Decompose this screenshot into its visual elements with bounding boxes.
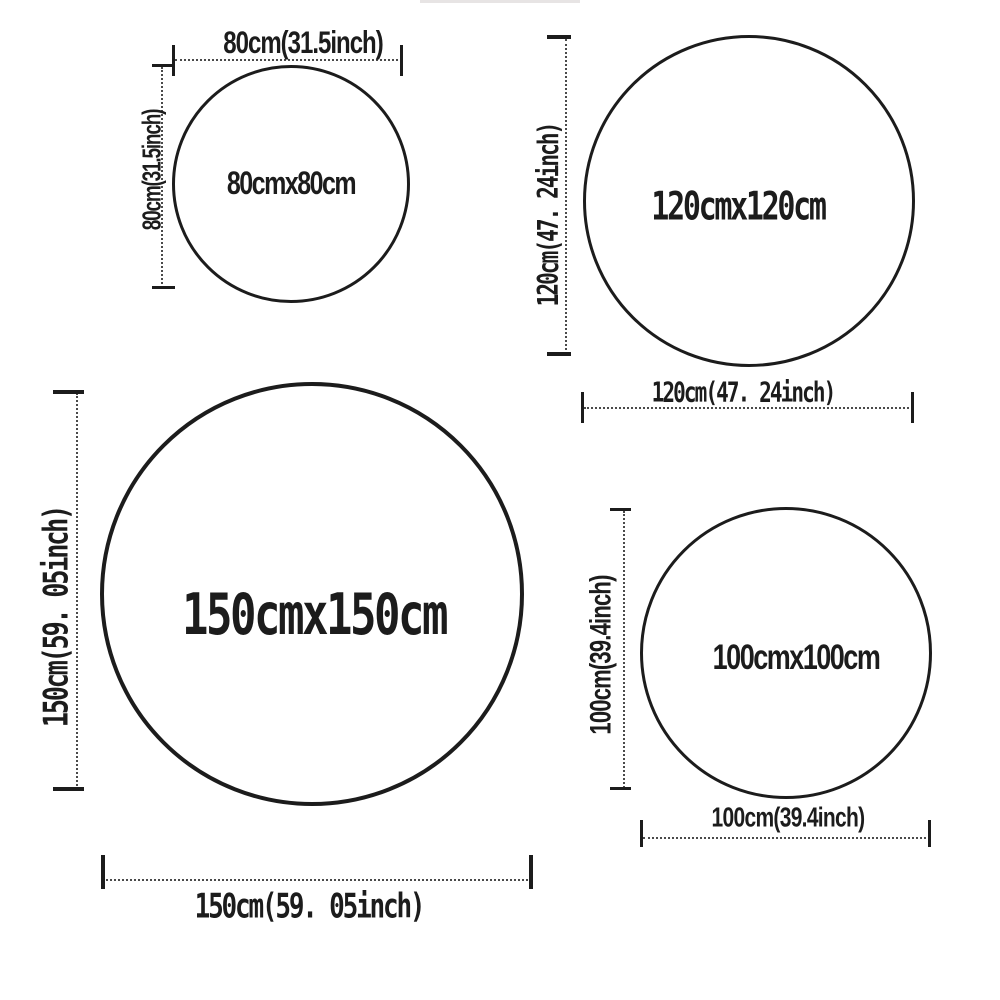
height-dimension-tick-top-80cm: [152, 64, 175, 67]
width-dimension-line-80cm: [175, 59, 402, 61]
height-dimension-tick-top-100cm: [610, 508, 631, 511]
height-dimension-line-150cm: [76, 393, 78, 789]
height-dimension-label-100cm: 100cm(39.4inch): [583, 575, 618, 735]
width-dimension-line-100cm: [643, 837, 930, 839]
height-dimension-label-80cm: 80cm(31.5inch): [138, 109, 168, 231]
height-dimension-tick-bottom-120cm: [547, 352, 571, 356]
width-dimension-tick-right-80cm: [400, 45, 403, 76]
width-dimension-label-80cm: 80cm(31.5inch): [223, 25, 383, 61]
height-dimension-tick-bottom-150cm: [53, 787, 84, 791]
height-dimension-label-120cm: 120cm(47. 24inch): [532, 123, 565, 307]
rug-size-label-80cm: 80cmx80cm: [226, 165, 357, 202]
width-dimension-line-120cm: [584, 407, 913, 409]
height-dimension-label-150cm: 150cm(59. 05inch): [36, 506, 76, 728]
height-dimension-tick-top-120cm: [547, 35, 571, 39]
width-dimension-label-150cm: 150cm(59. 05inch): [194, 887, 426, 927]
width-dimension-tick-left-80cm: [172, 45, 175, 76]
rug-circle-100cm: [640, 507, 932, 799]
width-dimension-tick-left-120cm: [581, 392, 584, 423]
rug-size-label-150cm: 150cmx150cm: [182, 582, 448, 649]
height-dimension-line-80cm: [161, 67, 163, 288]
width-dimension-label-100cm: 100cm(39.4inch): [711, 803, 866, 833]
width-dimension-line-150cm: [103, 879, 532, 881]
height-dimension-tick-top-150cm: [53, 390, 84, 394]
height-dimension-tick-bottom-80cm: [152, 286, 175, 289]
width-dimension-tick-left-150cm: [101, 855, 105, 889]
width-dimension-tick-left-100cm: [640, 820, 643, 847]
width-dimension-label-120cm: 120cm(47. 24inch): [651, 376, 837, 408]
width-dimension-tick-right-150cm: [529, 855, 533, 889]
rug-circle-120cm: [583, 35, 915, 367]
height-dimension-line-100cm: [623, 511, 625, 788]
rug-size-label-120cm: 120cmx120cm: [651, 184, 827, 231]
width-dimension-tick-right-100cm: [928, 820, 931, 847]
height-dimension-tick-bottom-100cm: [610, 787, 631, 790]
photo-edge-artifact: [420, 0, 580, 3]
rug-circle-150cm: [100, 382, 524, 806]
width-dimension-tick-right-120cm: [911, 392, 914, 423]
rug-circle-80cm: [172, 65, 410, 303]
rug-size-label-100cm: 100cmx100cm: [712, 637, 881, 677]
height-dimension-line-120cm: [565, 39, 567, 354]
